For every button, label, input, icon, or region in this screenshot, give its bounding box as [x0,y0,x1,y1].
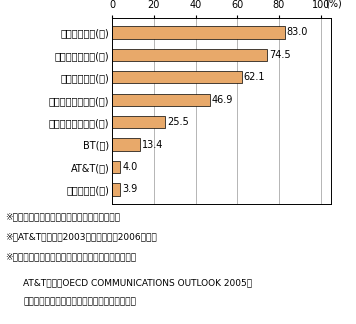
Text: 3.9: 3.9 [122,184,137,194]
Bar [112,94,210,106]
Text: ※　日本の通信事業者の海外売上比率は非公開: ※ 日本の通信事業者の海外売上比率は非公開 [5,212,120,221]
Text: 83.0: 83.0 [287,28,308,38]
Text: 74.5: 74.5 [269,50,291,60]
Bar [112,116,165,128]
Bar [112,161,120,173]
Text: により、その他は各社年次報告書等により作成: により、その他は各社年次報告書等により作成 [23,297,136,306]
Text: 62.1: 62.1 [243,72,265,82]
Text: AT&Tのみ『OECD COMMUNICATIONS OUTLOOK 2005』: AT&Tのみ『OECD COMMUNICATIONS OUTLOOK 2005』 [23,278,252,287]
Bar [112,138,140,151]
Bar [112,183,120,196]
Text: 46.9: 46.9 [211,95,233,105]
Bar [112,49,267,61]
Bar [112,71,242,84]
Text: ※　AT&Tの値のみ2003年、その他は2006年の値: ※ AT&Tの値のみ2003年、その他は2006年の値 [5,232,157,241]
Text: (%): (%) [325,0,341,9]
Text: 4.0: 4.0 [122,162,137,172]
Text: ※　各社売上には通信サービス事業以外の売上も含む: ※ 各社売上には通信サービス事業以外の売上も含む [5,252,136,261]
Bar [112,26,285,39]
Text: 25.5: 25.5 [167,117,189,127]
Text: 13.4: 13.4 [142,140,163,150]
